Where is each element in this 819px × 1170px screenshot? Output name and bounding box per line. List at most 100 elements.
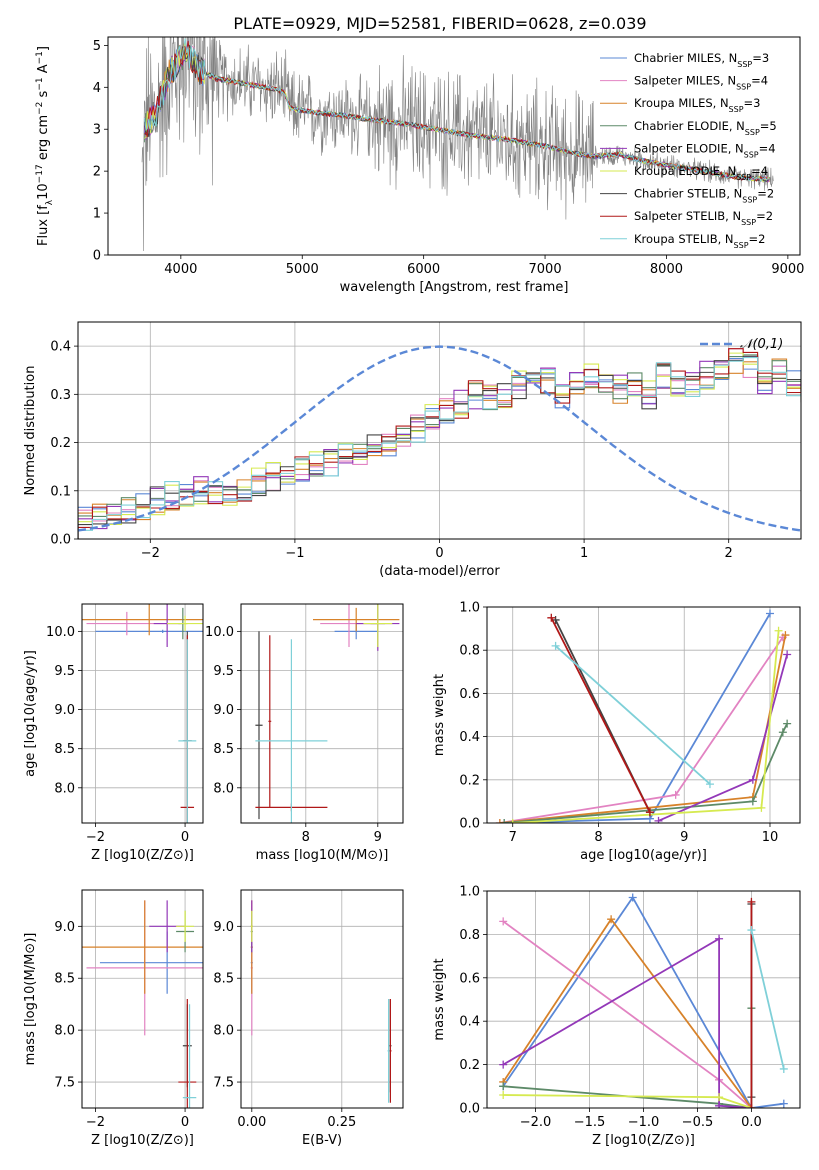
figure-title: PLATE=0929, MJD=52581, FIBERID=0628, z=0… — [233, 14, 646, 33]
y-tick-label: 5 — [93, 39, 101, 54]
spectrum-panel: 4000 5000 6000 7000 8000 9000 0 1 2 3 4 5 wavelength… — [35, 36, 804, 295]
y-tick-label: 10.0 — [205, 625, 234, 640]
error-bar — [255, 639, 328, 823]
x-tick-label: 0.25 — [327, 1115, 356, 1130]
y-tick-label: 9.5 — [213, 664, 234, 679]
error-bar — [387, 999, 390, 1103]
legend-label: 𝒩(0,1) — [740, 337, 783, 352]
data-point-marker — [645, 808, 654, 817]
x-tick-label: 0.00 — [237, 1115, 266, 1130]
y-tick-label: 0.4 — [50, 340, 71, 355]
plot-area — [82, 604, 203, 823]
y-tick-label: 8.5 — [213, 972, 234, 987]
model-spectrum-kroupa-stelib — [143, 38, 770, 183]
x-axis-label: Z [log10(Z/Z⊙)] — [592, 1133, 695, 1148]
y-tick-label: 9.0 — [213, 920, 234, 935]
mass-vs-z-panel: −2 0 7.5 8.0 8.5 9.0 Z [log10(Z/Z⊙)] mass [log1… — [23, 889, 204, 1148]
data-point-marker — [748, 797, 757, 806]
x-axis-label: age [log10(age/yr)] — [580, 848, 707, 863]
plot-area — [487, 891, 800, 1108]
data-point-marker — [747, 897, 756, 906]
x-tick-label: 5000 — [286, 262, 319, 277]
data-point-marker — [671, 790, 680, 799]
data-point-marker — [551, 641, 560, 650]
y-tick-label: 0.6 — [459, 971, 480, 986]
series-line-salpeter-stelib — [550, 617, 651, 813]
data-point-marker — [499, 1082, 508, 1091]
y-axis-label: Normed distribution — [23, 366, 38, 496]
error-bar — [250, 910, 253, 942]
residual-panel: −2 −1 0 1 2 0.0 0.1 0.2 0.3 0.4 (data-model)/error… — [23, 321, 802, 579]
series-line-kroupa-miles — [502, 917, 753, 1108]
plot-area — [141, 37, 774, 252]
data-point-marker — [779, 1064, 788, 1073]
y-tick-label: 0 — [93, 249, 101, 264]
y-tick-label: 8.0 — [213, 1024, 234, 1039]
error-bar — [255, 631, 263, 820]
data-point-marker — [748, 775, 757, 784]
legend-label: Chabrier MILES, NSSP=3 — [634, 51, 769, 69]
data-point-marker — [495, 819, 504, 823]
series-line-chabrier-elodie — [504, 723, 788, 823]
data-point-marker — [715, 934, 724, 943]
y-tick-label: 0.1 — [50, 484, 71, 499]
series-line-salpeter-elodie — [502, 937, 752, 1108]
y-tick-label: 0.0 — [50, 533, 71, 548]
legend-label: Kroupa MILES, NSSP=3 — [634, 96, 760, 114]
data-point-marker — [781, 631, 790, 640]
weight-vs-z-panel: −2.0 −1.5 −1.0 −0.5 0.0 0.0 0.2 0.4 0.6 0.8 1.0 Z [… — [432, 885, 801, 1148]
y-tick-label: 0.0 — [459, 817, 480, 832]
axes-frame — [240, 889, 404, 1109]
x-tick-label: 8 — [302, 830, 310, 845]
y-axis-label: mass weight — [432, 674, 447, 756]
y-tick-label: 0.0 — [459, 1102, 480, 1117]
y-tick-label: 4 — [93, 81, 101, 96]
series-line-salpeter-miles — [502, 920, 752, 1108]
legend-label: Kroupa STELIB, NSSP=2 — [634, 232, 765, 250]
data-point-marker — [747, 926, 756, 935]
y-tick-label: 8.5 — [54, 972, 75, 987]
x-tick-label: 0 — [435, 546, 443, 561]
y-tick-label: 8.0 — [54, 1024, 75, 1039]
y-tick-label: 0.4 — [459, 1015, 480, 1030]
y-tick-label: 9.0 — [54, 920, 75, 935]
x-axis-label: mass [log10(M/M⊙)] — [256, 848, 389, 863]
y-axis-label: mass weight — [432, 958, 447, 1040]
y-tick-label: 3 — [93, 123, 101, 138]
age-vs-mass-panel: 8 9 8.0 8.5 9.0 9.5 10.0 mass [log10(M/M⊙)] — [205, 603, 404, 863]
data-point-marker — [654, 816, 663, 823]
series-line-kroupa-stelib — [750, 929, 785, 1070]
series-line-chabrier-miles — [502, 895, 784, 1108]
plot-area — [241, 890, 403, 1108]
legend-label: Chabrier ELODIE, NSSP=5 — [634, 119, 777, 137]
data-point-marker — [715, 1093, 724, 1102]
error-bar — [86, 611, 168, 636]
x-tick-label: 4000 — [164, 262, 197, 277]
x-tick-label: 1 — [580, 546, 588, 561]
x-axis-label: E(B-V) — [302, 1133, 342, 1148]
y-axis-label: age [log10(age/yr)] — [23, 650, 38, 777]
error-bar — [268, 635, 272, 808]
y-tick-label: 0.2 — [50, 436, 71, 451]
y-tick-label: 8.0 — [213, 781, 234, 796]
y-axis-label: Flux [fλ10−17 erg cm−2 s−1 A−1] — [35, 46, 55, 246]
y-tick-label: 9.5 — [54, 664, 75, 679]
series-line-kroupa-stelib — [554, 645, 711, 785]
x-axis-label: Z [log10(Z/Z⊙)] — [91, 848, 194, 863]
y-tick-label: 8.0 — [54, 781, 75, 796]
error-bar — [82, 604, 203, 636]
weight-vs-age-panel: 7 8 9 10 0.0 0.2 0.4 0.6 0.8 1.0 age [log10(age/yr… — [432, 601, 801, 863]
x-tick-label: 7000 — [529, 262, 562, 277]
x-tick-label: 7 — [509, 830, 517, 845]
y-tick-label: 0.4 — [459, 730, 480, 745]
plot-area — [82, 890, 203, 1108]
normal-curve — [78, 345, 801, 532]
legend-label: Chabrier STELIB, NSSP=2 — [634, 187, 774, 205]
series-line-kroupa-miles — [499, 634, 787, 823]
histogram-salpeter-elodie — [78, 356, 801, 539]
x-tick-label: 8000 — [650, 262, 683, 277]
y-tick-label: 10.0 — [46, 625, 75, 640]
data-point-marker — [778, 728, 787, 737]
y-tick-label: 0.3 — [50, 388, 71, 403]
data-point-marker — [779, 1099, 788, 1108]
